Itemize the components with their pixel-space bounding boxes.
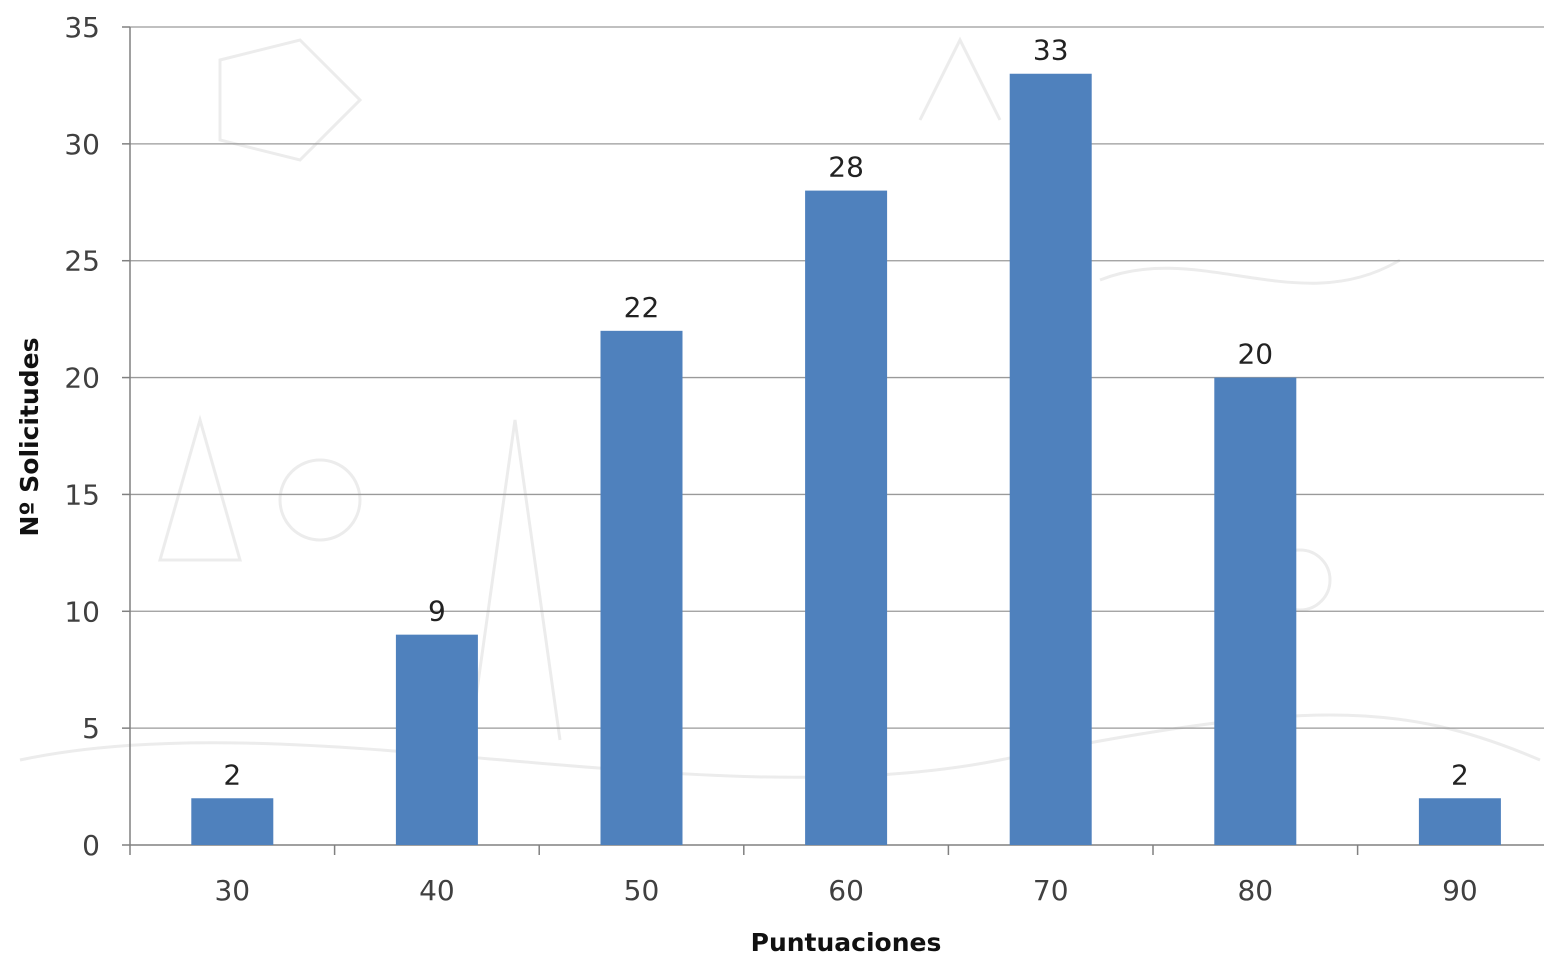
bar-90: [1418, 798, 1501, 845]
y-tick-label: 5: [82, 712, 100, 745]
y-tick-label: 15: [64, 478, 100, 511]
axes: 0 5 10 15 20 25 30 35 30 40 50 60 70 80 90: [64, 11, 1544, 907]
x-tick-label: 30: [214, 874, 250, 907]
bar-50: [600, 330, 683, 845]
data-label: 2: [223, 758, 241, 791]
bar-40: [395, 634, 478, 845]
y-tick-label: 20: [64, 362, 100, 395]
data-label: 2: [1451, 758, 1469, 791]
bars: [191, 73, 1501, 846]
bar-60: [805, 190, 888, 846]
y-tick-label: 0: [82, 829, 100, 862]
data-labels: 2 9 22 28 33 20 2: [223, 34, 1468, 792]
gridlines: [130, 26, 1544, 729]
background-doodles: [19, 36, 1541, 779]
x-tick-label: 90: [1442, 874, 1478, 907]
y-tick-label: 10: [64, 595, 100, 628]
data-label: 20: [1237, 338, 1273, 371]
y-axis-title: Nº Solicitudes: [15, 338, 44, 537]
x-tick-label: 60: [828, 874, 864, 907]
bar-70: [1009, 73, 1092, 845]
y-tick-label: 25: [64, 245, 100, 278]
x-axis-title: Puntuaciones: [751, 928, 942, 957]
data-label: 28: [828, 151, 864, 184]
x-tick-label: 70: [1033, 874, 1069, 907]
x-tick-label: 40: [419, 874, 455, 907]
x-tick-label: 50: [624, 874, 660, 907]
x-tick-label: 80: [1237, 874, 1273, 907]
data-label: 9: [428, 595, 446, 628]
data-label: 22: [624, 291, 660, 324]
bar-80: [1214, 377, 1297, 845]
data-label: 33: [1033, 34, 1069, 67]
y-tick-label: 35: [64, 11, 100, 44]
bar-30: [191, 798, 274, 845]
y-tick-label: 30: [64, 128, 100, 161]
